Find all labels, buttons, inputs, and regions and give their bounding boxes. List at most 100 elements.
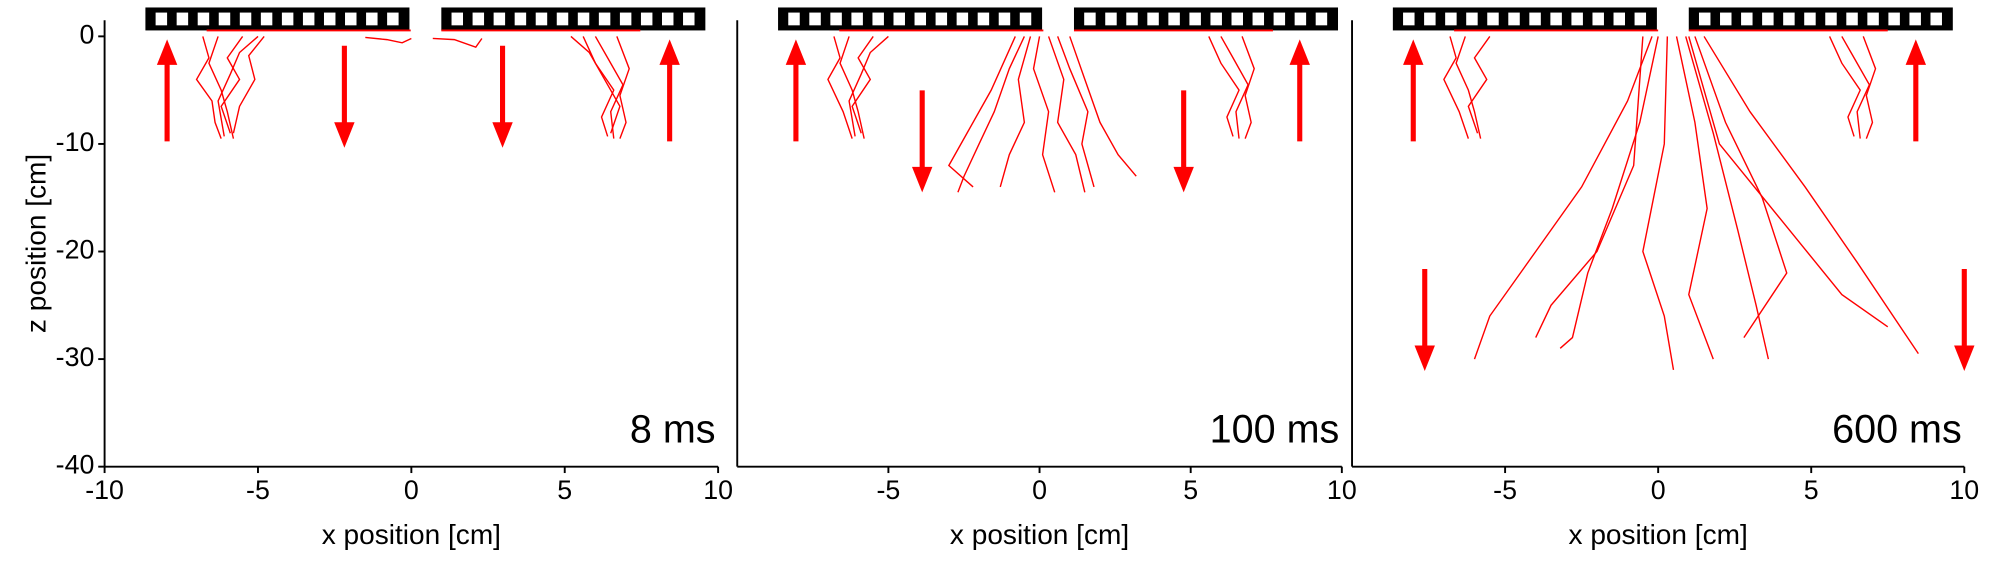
y-tick-label: 0 bbox=[79, 19, 94, 49]
trajectory bbox=[1559, 36, 1659, 349]
arrow-head bbox=[1905, 39, 1927, 65]
trajectory bbox=[1056, 36, 1095, 188]
detector-cell bbox=[451, 12, 464, 26]
y-tick-label: -10 bbox=[56, 127, 95, 157]
trajectory bbox=[195, 36, 222, 139]
trajectory bbox=[365, 36, 412, 44]
time-label: 100 ms bbox=[1210, 408, 1340, 452]
trajectory bbox=[217, 35, 259, 137]
trajectory bbox=[1455, 36, 1482, 139]
detector bbox=[1688, 7, 1953, 31]
trajectory bbox=[1443, 36, 1470, 139]
detector-cell bbox=[1571, 12, 1583, 26]
detector-cell bbox=[619, 12, 632, 26]
arrow-head bbox=[1289, 39, 1310, 65]
detector-cell bbox=[914, 12, 927, 26]
trajectory bbox=[1862, 36, 1877, 139]
detector-cell bbox=[1252, 12, 1265, 26]
arrow-head bbox=[1173, 166, 1194, 193]
trajectory bbox=[851, 36, 874, 134]
trajectory bbox=[1694, 36, 1788, 338]
detector-cell bbox=[577, 12, 590, 26]
y-axis-label: z position [cm] bbox=[21, 154, 52, 333]
detector-cell bbox=[1613, 12, 1625, 26]
detector-cell bbox=[998, 12, 1011, 26]
detector-cell bbox=[809, 12, 821, 26]
x-tick-label: 10 bbox=[1327, 475, 1357, 505]
detector bbox=[1073, 7, 1339, 31]
detector-cell bbox=[1273, 12, 1286, 26]
trajectory bbox=[957, 36, 1025, 193]
detector-cell bbox=[1294, 12, 1307, 26]
arrow-head bbox=[785, 39, 807, 65]
trajectory bbox=[1032, 36, 1056, 193]
y-tick-label: -40 bbox=[56, 450, 95, 480]
trajectory bbox=[1688, 36, 1889, 328]
detector-cell bbox=[1147, 12, 1159, 26]
trajectory bbox=[1535, 36, 1644, 338]
detector-cell bbox=[345, 12, 357, 26]
trajectory bbox=[1473, 36, 1653, 360]
detector-cell bbox=[1105, 12, 1117, 26]
detector-cell bbox=[366, 12, 378, 26]
trajectory bbox=[999, 36, 1032, 188]
x-tick-label: -10 bbox=[85, 475, 124, 505]
x-axis-label: x position [cm] bbox=[950, 519, 1129, 550]
detector-cell bbox=[260, 12, 273, 26]
trajectory bbox=[1828, 36, 1862, 137]
detector-cell bbox=[935, 12, 948, 26]
trajectory bbox=[220, 36, 244, 134]
arrow-head bbox=[334, 122, 355, 148]
x-axis-label: x position [cm] bbox=[1569, 519, 1748, 550]
detector-cell bbox=[1189, 12, 1201, 26]
detector-cell bbox=[1930, 12, 1942, 26]
trajectory bbox=[1675, 36, 1714, 360]
trajectory bbox=[1069, 36, 1137, 177]
detector-cell bbox=[1084, 12, 1096, 26]
detector-cell bbox=[1019, 12, 1032, 26]
x-tick-label: 5 bbox=[1183, 475, 1198, 505]
detector-cell bbox=[661, 12, 674, 26]
detector-cell bbox=[1231, 12, 1243, 26]
detector-cell bbox=[302, 12, 315, 26]
detector-cell bbox=[556, 12, 569, 26]
detector-cell bbox=[1508, 12, 1520, 26]
detector-cell bbox=[640, 12, 653, 26]
detector-cell bbox=[1424, 12, 1436, 26]
trajectory bbox=[1642, 36, 1675, 370]
detector-cell bbox=[1466, 12, 1478, 26]
trajectory bbox=[1047, 36, 1086, 193]
trajectory bbox=[1467, 36, 1491, 134]
detector bbox=[778, 7, 1043, 31]
detector bbox=[1392, 7, 1657, 31]
detector-cell bbox=[683, 12, 695, 26]
x-tick-label: 0 bbox=[1651, 475, 1666, 505]
arrow-head bbox=[1403, 39, 1424, 65]
detector-cell bbox=[514, 12, 527, 26]
x-tick-label: 5 bbox=[557, 475, 572, 505]
detector-cell bbox=[493, 12, 506, 26]
x-tick-label: 10 bbox=[1949, 475, 1979, 505]
detector bbox=[145, 7, 410, 31]
trajectory bbox=[1220, 36, 1249, 139]
arrow-head bbox=[1954, 345, 1975, 371]
trajectory bbox=[208, 36, 235, 139]
detector-cell bbox=[1888, 12, 1900, 26]
trajectory bbox=[232, 35, 265, 134]
detector-cell bbox=[1168, 12, 1180, 26]
detector-cell bbox=[323, 12, 336, 26]
detector-cell bbox=[281, 12, 294, 26]
detector-cell bbox=[1783, 12, 1795, 26]
time-label: 600 ms bbox=[1832, 408, 1962, 452]
trajectory bbox=[1703, 36, 1919, 355]
detector-cell bbox=[1846, 12, 1858, 26]
detector-cell bbox=[218, 12, 231, 26]
detector-cell bbox=[155, 12, 168, 26]
trajectory bbox=[1208, 36, 1240, 137]
x-tick-label: 5 bbox=[1804, 475, 1819, 505]
detector-cell bbox=[472, 12, 485, 26]
detector-cell bbox=[788, 12, 800, 26]
detector-cell bbox=[1741, 12, 1753, 26]
